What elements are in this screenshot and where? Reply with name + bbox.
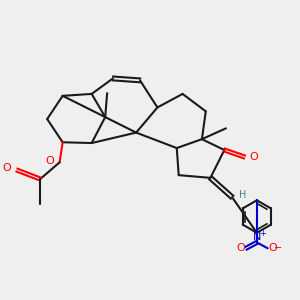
Text: O: O [3, 163, 12, 173]
Text: H: H [239, 190, 246, 200]
Text: N: N [253, 232, 261, 242]
Text: O: O [269, 243, 278, 253]
Text: +: + [259, 229, 266, 238]
Text: −: − [274, 243, 282, 253]
Text: O: O [236, 243, 245, 253]
Text: O: O [45, 156, 54, 166]
Text: O: O [250, 152, 258, 162]
